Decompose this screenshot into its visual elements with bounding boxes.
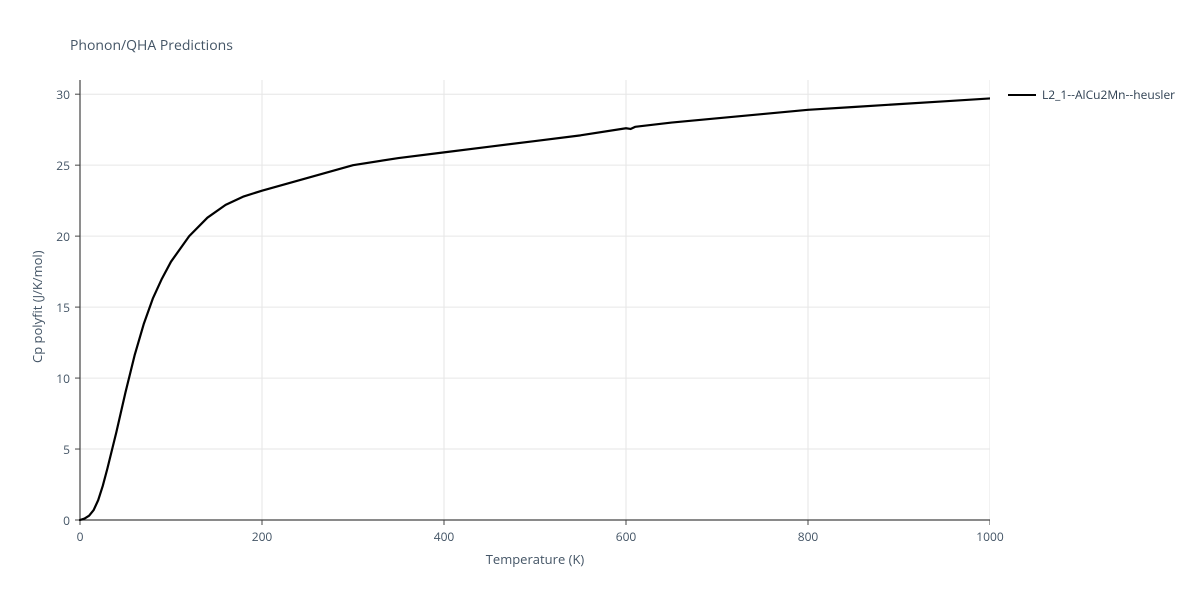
x-tick-label: 800 [793, 528, 823, 545]
y-tick-label: 30 [40, 86, 70, 103]
x-tick-label: 0 [65, 528, 95, 545]
y-tick-label: 15 [40, 299, 70, 316]
y-tick-label: 5 [40, 441, 70, 458]
chart-svg [72, 80, 990, 528]
x-tick-label: 1000 [975, 528, 1005, 545]
chart-page: Phonon/QHA Predictions Cp polyfit (J/K/m… [0, 0, 1200, 600]
y-tick-label: 0 [40, 512, 70, 529]
chart-plot-area [80, 80, 990, 520]
x-axis-label: Temperature (K) [475, 550, 595, 568]
y-tick-label: 25 [40, 157, 70, 174]
legend-series-label: L2_1--AlCu2Mn--heusler [1042, 86, 1175, 103]
legend-swatch [1008, 94, 1036, 96]
legend: L2_1--AlCu2Mn--heusler [1008, 86, 1175, 103]
x-tick-label: 200 [247, 528, 277, 545]
series-line [80, 98, 990, 520]
y-tick-label: 10 [40, 370, 70, 387]
x-tick-label: 400 [429, 528, 459, 545]
chart-title: Phonon/QHA Predictions [70, 36, 233, 55]
x-tick-label: 600 [611, 528, 641, 545]
y-tick-label: 20 [40, 228, 70, 245]
